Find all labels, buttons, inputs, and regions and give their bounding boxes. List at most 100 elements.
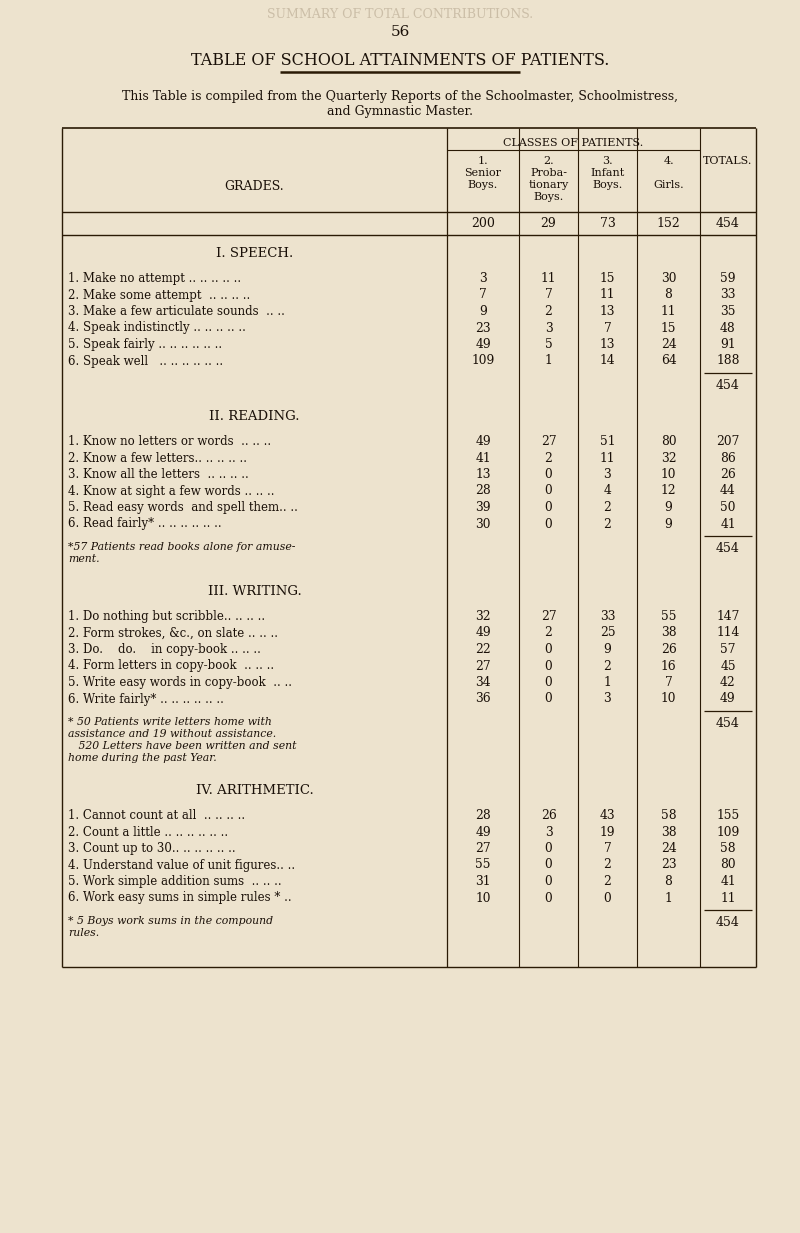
Text: 48: 48 <box>720 322 736 334</box>
Text: 4. Speak indistinctly .. .. .. .. ..: 4. Speak indistinctly .. .. .. .. .. <box>68 322 246 334</box>
Text: 27: 27 <box>541 435 556 448</box>
Text: 44: 44 <box>720 485 736 497</box>
Text: 30: 30 <box>661 272 676 285</box>
Text: 12: 12 <box>661 485 676 497</box>
Text: 5. Write easy words in copy-book  .. ..: 5. Write easy words in copy-book .. .. <box>68 676 292 689</box>
Text: 2: 2 <box>545 451 553 465</box>
Text: 0: 0 <box>545 676 552 689</box>
Text: 3: 3 <box>545 826 552 838</box>
Text: 9: 9 <box>603 642 611 656</box>
Text: 58: 58 <box>661 809 676 822</box>
Text: 10: 10 <box>475 891 490 905</box>
Text: TOTALS.: TOTALS. <box>703 157 753 166</box>
Text: 55: 55 <box>661 610 676 623</box>
Text: 13: 13 <box>600 305 615 318</box>
Text: 2: 2 <box>545 626 553 640</box>
Text: 155: 155 <box>716 809 740 822</box>
Text: 1.: 1. <box>478 157 488 166</box>
Text: 4. Understand value of unit figures.. ..: 4. Understand value of unit figures.. .. <box>68 858 295 872</box>
Text: Boys.: Boys. <box>534 192 564 202</box>
Text: 41: 41 <box>720 518 736 530</box>
Text: Infant: Infant <box>590 168 625 178</box>
Text: 1. Make no attempt .. .. .. .. ..: 1. Make no attempt .. .. .. .. .. <box>68 272 241 285</box>
Text: 3: 3 <box>545 322 552 334</box>
Text: 3: 3 <box>479 272 487 285</box>
Text: 13: 13 <box>475 469 490 481</box>
Text: 0: 0 <box>604 891 611 905</box>
Text: tionary: tionary <box>528 180 569 190</box>
Text: 0: 0 <box>545 642 552 656</box>
Text: 64: 64 <box>661 355 676 367</box>
Text: 10: 10 <box>661 469 676 481</box>
Text: 8: 8 <box>665 875 673 888</box>
Text: 3. Make a few articulate sounds  .. ..: 3. Make a few articulate sounds .. .. <box>68 305 285 318</box>
Text: TABLE OF SCHOOL ATTAINMENTS OF PATIENTS.: TABLE OF SCHOOL ATTAINMENTS OF PATIENTS. <box>191 52 609 69</box>
Text: 2. Make some attempt  .. .. .. ..: 2. Make some attempt .. .. .. .. <box>68 289 250 302</box>
Text: 43: 43 <box>600 809 615 822</box>
Text: 11: 11 <box>661 305 676 318</box>
Text: 2: 2 <box>603 518 611 530</box>
Text: 51: 51 <box>600 435 615 448</box>
Text: 26: 26 <box>720 469 736 481</box>
Text: 7: 7 <box>604 322 611 334</box>
Text: 25: 25 <box>600 626 615 640</box>
Text: assistance and 19 without assistance.: assistance and 19 without assistance. <box>68 729 276 739</box>
Text: 454: 454 <box>716 718 740 730</box>
Text: 23: 23 <box>661 858 676 872</box>
Text: 59: 59 <box>720 272 736 285</box>
Text: 27: 27 <box>475 660 491 672</box>
Text: 520 Letters have been written and sent: 520 Letters have been written and sent <box>68 741 297 751</box>
Text: 207: 207 <box>716 435 740 448</box>
Text: 3: 3 <box>604 469 611 481</box>
Text: 6. Speak well   .. .. .. .. .. ..: 6. Speak well .. .. .. .. .. .. <box>68 355 223 367</box>
Text: 38: 38 <box>661 626 676 640</box>
Text: 0: 0 <box>545 693 552 705</box>
Text: 152: 152 <box>657 217 680 231</box>
Text: ment.: ment. <box>68 554 100 563</box>
Text: 11: 11 <box>720 891 736 905</box>
Text: 80: 80 <box>720 858 736 872</box>
Text: * 50 Patients write letters home with: * 50 Patients write letters home with <box>68 718 272 727</box>
Text: 24: 24 <box>661 842 676 854</box>
Text: 27: 27 <box>475 842 491 854</box>
Text: 28: 28 <box>475 809 491 822</box>
Text: 4: 4 <box>603 485 611 497</box>
Text: 0: 0 <box>545 842 552 854</box>
Text: 1. Know no letters or words  .. .. ..: 1. Know no letters or words .. .. .. <box>68 435 271 448</box>
Text: rules.: rules. <box>68 928 99 938</box>
Text: 7: 7 <box>604 842 611 854</box>
Text: 3. Know all the letters  .. .. .. ..: 3. Know all the letters .. .. .. .. <box>68 469 249 481</box>
Text: 29: 29 <box>541 217 556 231</box>
Text: 33: 33 <box>600 610 615 623</box>
Text: 41: 41 <box>475 451 491 465</box>
Text: 7: 7 <box>545 289 552 302</box>
Text: 91: 91 <box>720 338 736 351</box>
Text: 36: 36 <box>475 693 491 705</box>
Text: 49: 49 <box>475 435 491 448</box>
Text: This Table is compiled from the Quarterly Reports of the Schoolmaster, Schoolmis: This Table is compiled from the Quarterl… <box>122 90 678 104</box>
Text: 34: 34 <box>475 676 491 689</box>
Text: 31: 31 <box>475 875 490 888</box>
Text: 22: 22 <box>475 642 491 656</box>
Text: 26: 26 <box>541 809 556 822</box>
Text: 16: 16 <box>661 660 676 672</box>
Text: 9: 9 <box>665 501 673 514</box>
Text: 27: 27 <box>541 610 556 623</box>
Text: 5. Speak fairly .. .. .. .. .. ..: 5. Speak fairly .. .. .. .. .. .. <box>68 338 222 351</box>
Text: 30: 30 <box>475 518 490 530</box>
Text: * 5 Boys work sums in the compound: * 5 Boys work sums in the compound <box>68 916 273 926</box>
Text: 19: 19 <box>600 826 615 838</box>
Text: 32: 32 <box>475 610 491 623</box>
Text: CLASSES OF PATIENTS.: CLASSES OF PATIENTS. <box>503 138 644 148</box>
Text: 2: 2 <box>603 501 611 514</box>
Text: 2. Know a few letters.. .. .. .. ..: 2. Know a few letters.. .. .. .. .. <box>68 451 247 465</box>
Text: 1. Do nothing but scribble.. .. .. ..: 1. Do nothing but scribble.. .. .. .. <box>68 610 265 623</box>
Text: 23: 23 <box>475 322 491 334</box>
Text: 13: 13 <box>600 338 615 351</box>
Text: 3.: 3. <box>602 157 613 166</box>
Text: 0: 0 <box>545 858 552 872</box>
Text: 4. Form letters in copy-book  .. .. ..: 4. Form letters in copy-book .. .. .. <box>68 660 274 672</box>
Text: 0: 0 <box>545 660 552 672</box>
Text: 3. Count up to 30.. .. .. .. .. ..: 3. Count up to 30.. .. .. .. .. .. <box>68 842 236 854</box>
Text: I. SPEECH.: I. SPEECH. <box>216 247 293 260</box>
